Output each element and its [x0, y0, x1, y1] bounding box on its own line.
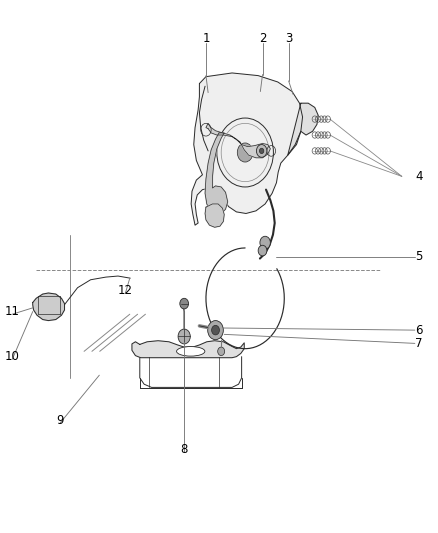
Ellipse shape: [177, 346, 205, 356]
Circle shape: [212, 325, 219, 335]
Text: 10: 10: [5, 350, 20, 363]
Circle shape: [218, 347, 225, 356]
Text: 9: 9: [57, 414, 64, 427]
Text: 1: 1: [202, 32, 210, 45]
Polygon shape: [205, 133, 228, 214]
Polygon shape: [205, 204, 224, 227]
Text: 6: 6: [416, 324, 423, 337]
Circle shape: [258, 245, 267, 256]
Circle shape: [180, 298, 188, 309]
Text: 4: 4: [416, 170, 423, 183]
Text: 12: 12: [118, 284, 133, 297]
Polygon shape: [33, 293, 64, 320]
Text: 3: 3: [285, 32, 292, 45]
Circle shape: [260, 236, 270, 249]
Text: 8: 8: [180, 443, 188, 456]
Circle shape: [217, 118, 273, 187]
Circle shape: [256, 144, 267, 157]
Polygon shape: [206, 123, 270, 158]
Circle shape: [208, 320, 223, 340]
Circle shape: [237, 143, 253, 162]
Polygon shape: [191, 73, 303, 225]
Text: 2: 2: [259, 32, 266, 45]
Text: 7: 7: [416, 337, 423, 350]
Text: 5: 5: [416, 251, 423, 263]
Text: 11: 11: [5, 305, 20, 318]
Circle shape: [178, 329, 190, 344]
Polygon shape: [132, 341, 244, 358]
Circle shape: [259, 148, 264, 154]
Polygon shape: [288, 103, 318, 155]
